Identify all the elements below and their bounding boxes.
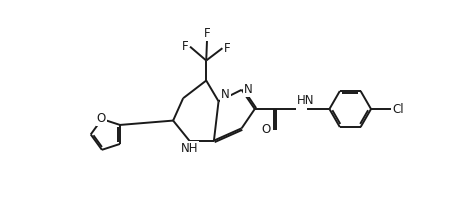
Text: HN: HN bbox=[296, 95, 314, 107]
Text: F: F bbox=[203, 27, 210, 40]
Text: Cl: Cl bbox=[392, 103, 403, 115]
Text: O: O bbox=[96, 112, 106, 125]
Text: NH: NH bbox=[180, 142, 198, 155]
Text: O: O bbox=[261, 123, 270, 136]
Text: N: N bbox=[244, 83, 252, 96]
Text: F: F bbox=[224, 42, 230, 55]
Text: F: F bbox=[181, 40, 188, 53]
Text: N: N bbox=[220, 87, 229, 101]
